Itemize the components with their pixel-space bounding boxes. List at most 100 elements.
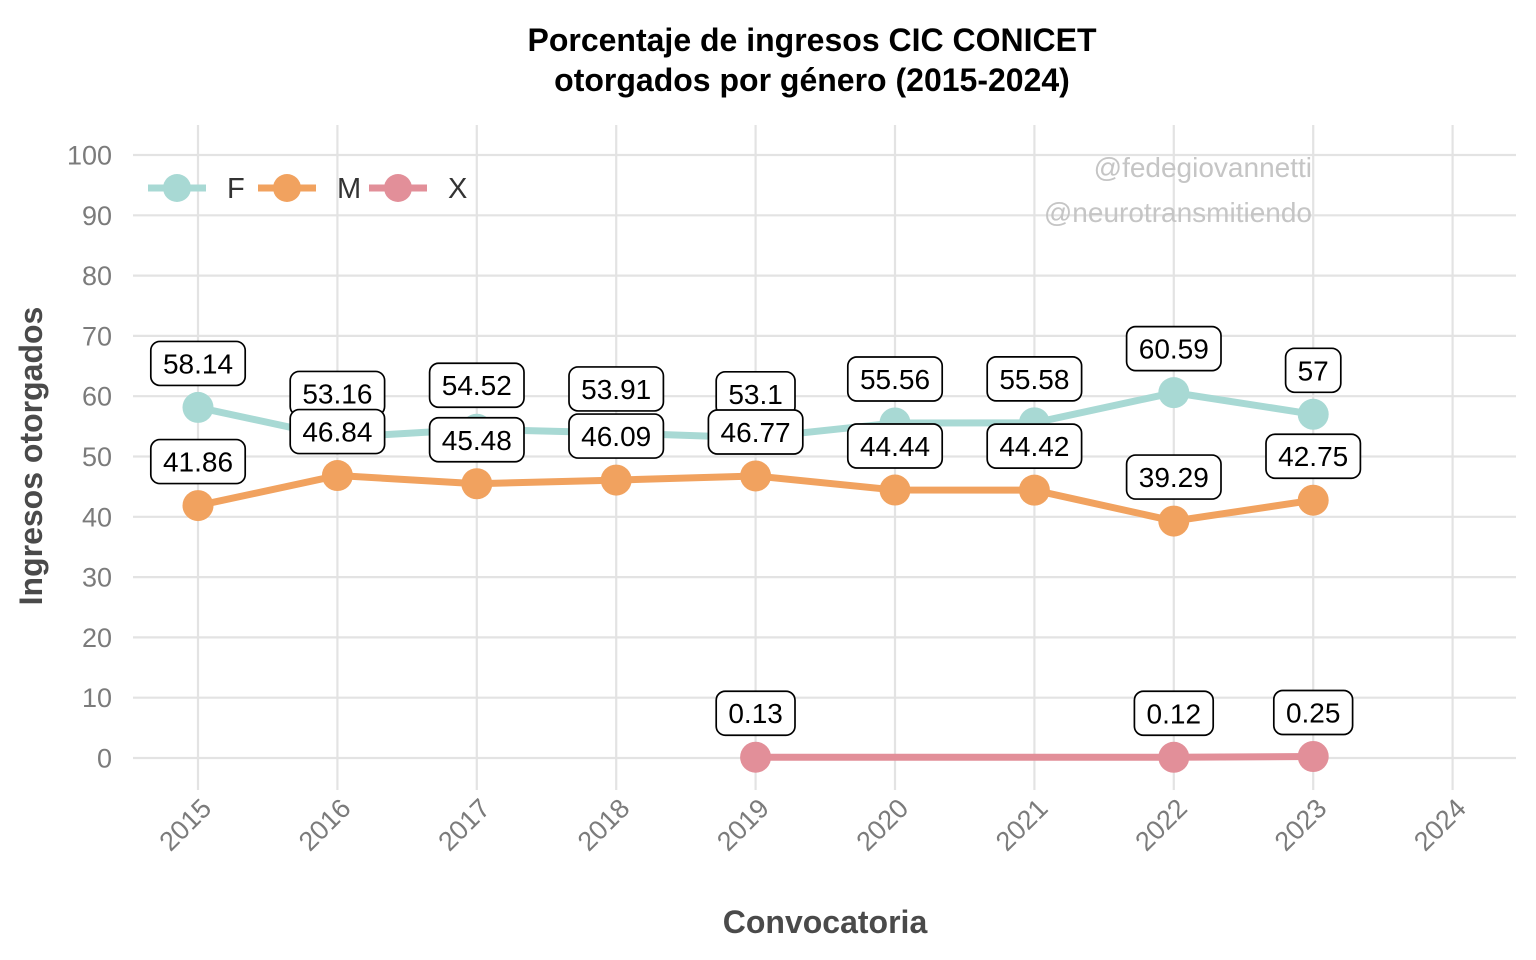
data-label-value: 46.09 [581, 421, 651, 452]
data-label-value: 44.44 [860, 431, 930, 462]
data-label-value: 55.56 [860, 364, 930, 395]
data-point-F-2015 [182, 391, 214, 423]
data-label-value: 0.25 [1286, 697, 1341, 728]
data-label-box [1125, 325, 1222, 372]
data-label-F-2019: 53.1 [715, 370, 796, 417]
data-label-value: 45.48 [442, 425, 512, 456]
data-label-box [289, 408, 386, 455]
data-point-M-2016 [321, 460, 353, 492]
data-label-box [568, 413, 665, 459]
legend-key-point-F [163, 174, 191, 202]
data-label-F-2015: 58.14 [149, 340, 247, 387]
legend-item-F: F [148, 173, 245, 205]
series-X [740, 740, 1329, 773]
data-label-box [846, 423, 944, 469]
data-label-M-2016: 46.84 [289, 408, 386, 455]
data-point-M-2018 [600, 464, 632, 496]
data-label-box [986, 356, 1083, 402]
y-tick-label: 20 [82, 623, 112, 653]
data-label-box [568, 366, 665, 412]
chart-title-line2: otorgados por género (2015-2024) [554, 62, 1070, 98]
data-label-box [428, 416, 525, 463]
y-tick-label: 50 [82, 442, 112, 472]
data-point-X-2023 [1297, 740, 1329, 772]
data-label-value: 58.14 [163, 348, 233, 379]
axis-tick-labels: 0 10 20 30 40 50 60 70 80 90 100 2015 2016 2017 2018 20… [67, 141, 1472, 857]
legend-label-M: M [337, 173, 361, 205]
data-label-box [707, 409, 804, 455]
data-label-box [149, 438, 247, 485]
data-label-value: 53.91 [581, 374, 651, 405]
y-tick-label: 30 [82, 563, 112, 593]
data-label-value: 54.52 [442, 370, 512, 401]
data-point-X-2019 [740, 741, 772, 773]
chart-title: Porcentaje de ingresos CIC CONICET otorg… [527, 20, 1096, 100]
watermark-handle-2: @neurotransmitiendo [1044, 197, 1312, 228]
data-label-box [1265, 433, 1362, 480]
data-label-value: 0.12 [1147, 698, 1202, 729]
y-tick-label: 100 [67, 141, 112, 171]
x-tick-label: 2019 [711, 793, 775, 857]
data-label-value: 41.86 [163, 447, 233, 478]
data-label-F-2020: 55.56 [846, 356, 944, 402]
data-label-box [1272, 689, 1354, 736]
legend-item-M: M [258, 173, 361, 205]
data-label-M-2020: 44.44 [846, 423, 944, 469]
y-axis-title: Ingresos otorgados [13, 307, 49, 606]
data-label-M-2023: 42.75 [1265, 433, 1362, 480]
data-point-M-2021 [1018, 474, 1050, 506]
y-tick-label: 80 [82, 261, 112, 291]
data-point-M-2023 [1297, 484, 1329, 516]
legend-label-X: X [448, 173, 467, 205]
data-label-X-2023: 0.25 [1272, 689, 1354, 736]
data-label-M-2015: 41.86 [149, 438, 247, 485]
x-axis-title: Convocatoria [723, 904, 928, 940]
data-point-F-2022 [1158, 377, 1190, 409]
x-tick-label: 2022 [1129, 793, 1193, 857]
legend-key-point-X [384, 174, 412, 202]
data-label-F-2017: 54.52 [428, 362, 525, 409]
data-label-value: 60.59 [1139, 334, 1209, 365]
data-label-box [149, 340, 247, 387]
data-label-box [715, 690, 796, 737]
x-tick-label: 2018 [572, 793, 636, 857]
data-point-M-2017 [461, 468, 493, 500]
data-label-M-2022: 39.29 [1125, 454, 1222, 500]
series-line-X [752, 752, 1317, 761]
data-label-F-2021: 55.58 [986, 356, 1083, 402]
series-M [182, 460, 1329, 537]
data-label-value: 0.13 [728, 698, 783, 729]
data-point-X-2022 [1158, 741, 1190, 773]
data-label-value: 46.77 [721, 417, 791, 448]
data-point-F-2023 [1297, 398, 1329, 430]
data-label-value: 44.42 [999, 431, 1069, 462]
x-tick-label: 2015 [154, 793, 218, 857]
data-label-F-2018: 53.91 [568, 366, 665, 412]
legend-key-point-M [273, 174, 301, 202]
data-label-X-2022: 0.12 [1133, 690, 1215, 737]
data-point-M-2015 [182, 490, 214, 522]
data-label-box [428, 362, 525, 409]
x-tick-label: 2017 [432, 793, 496, 857]
data-point-labels: 58.14 53.16 54.52 53.91 53.1 55.56 55.58 60.59 5… [149, 325, 1362, 737]
data-label-box [1125, 454, 1222, 500]
legend-item-X: X [369, 173, 467, 205]
data-label-value: 53.1 [728, 379, 783, 410]
data-label-value: 39.29 [1139, 462, 1209, 493]
data-point-M-2020 [879, 474, 911, 506]
data-label-value: 55.58 [999, 364, 1069, 395]
data-point-M-2022 [1158, 505, 1190, 537]
y-tick-label: 40 [82, 502, 112, 532]
watermark-handle-1: @fedegiovannetti [1094, 152, 1312, 183]
data-label-F-2023: 57 [1284, 347, 1342, 394]
data-label-value: 42.75 [1278, 441, 1348, 472]
data-label-box [986, 423, 1083, 469]
x-tick-label: 2024 [1408, 793, 1472, 857]
data-label-value: 46.84 [302, 417, 372, 448]
chart-title-line1: Porcentaje de ingresos CIC CONICET [527, 22, 1097, 58]
legend-label-F: F [227, 173, 245, 205]
x-tick-label: 2016 [293, 793, 357, 857]
data-label-box [1133, 690, 1215, 737]
